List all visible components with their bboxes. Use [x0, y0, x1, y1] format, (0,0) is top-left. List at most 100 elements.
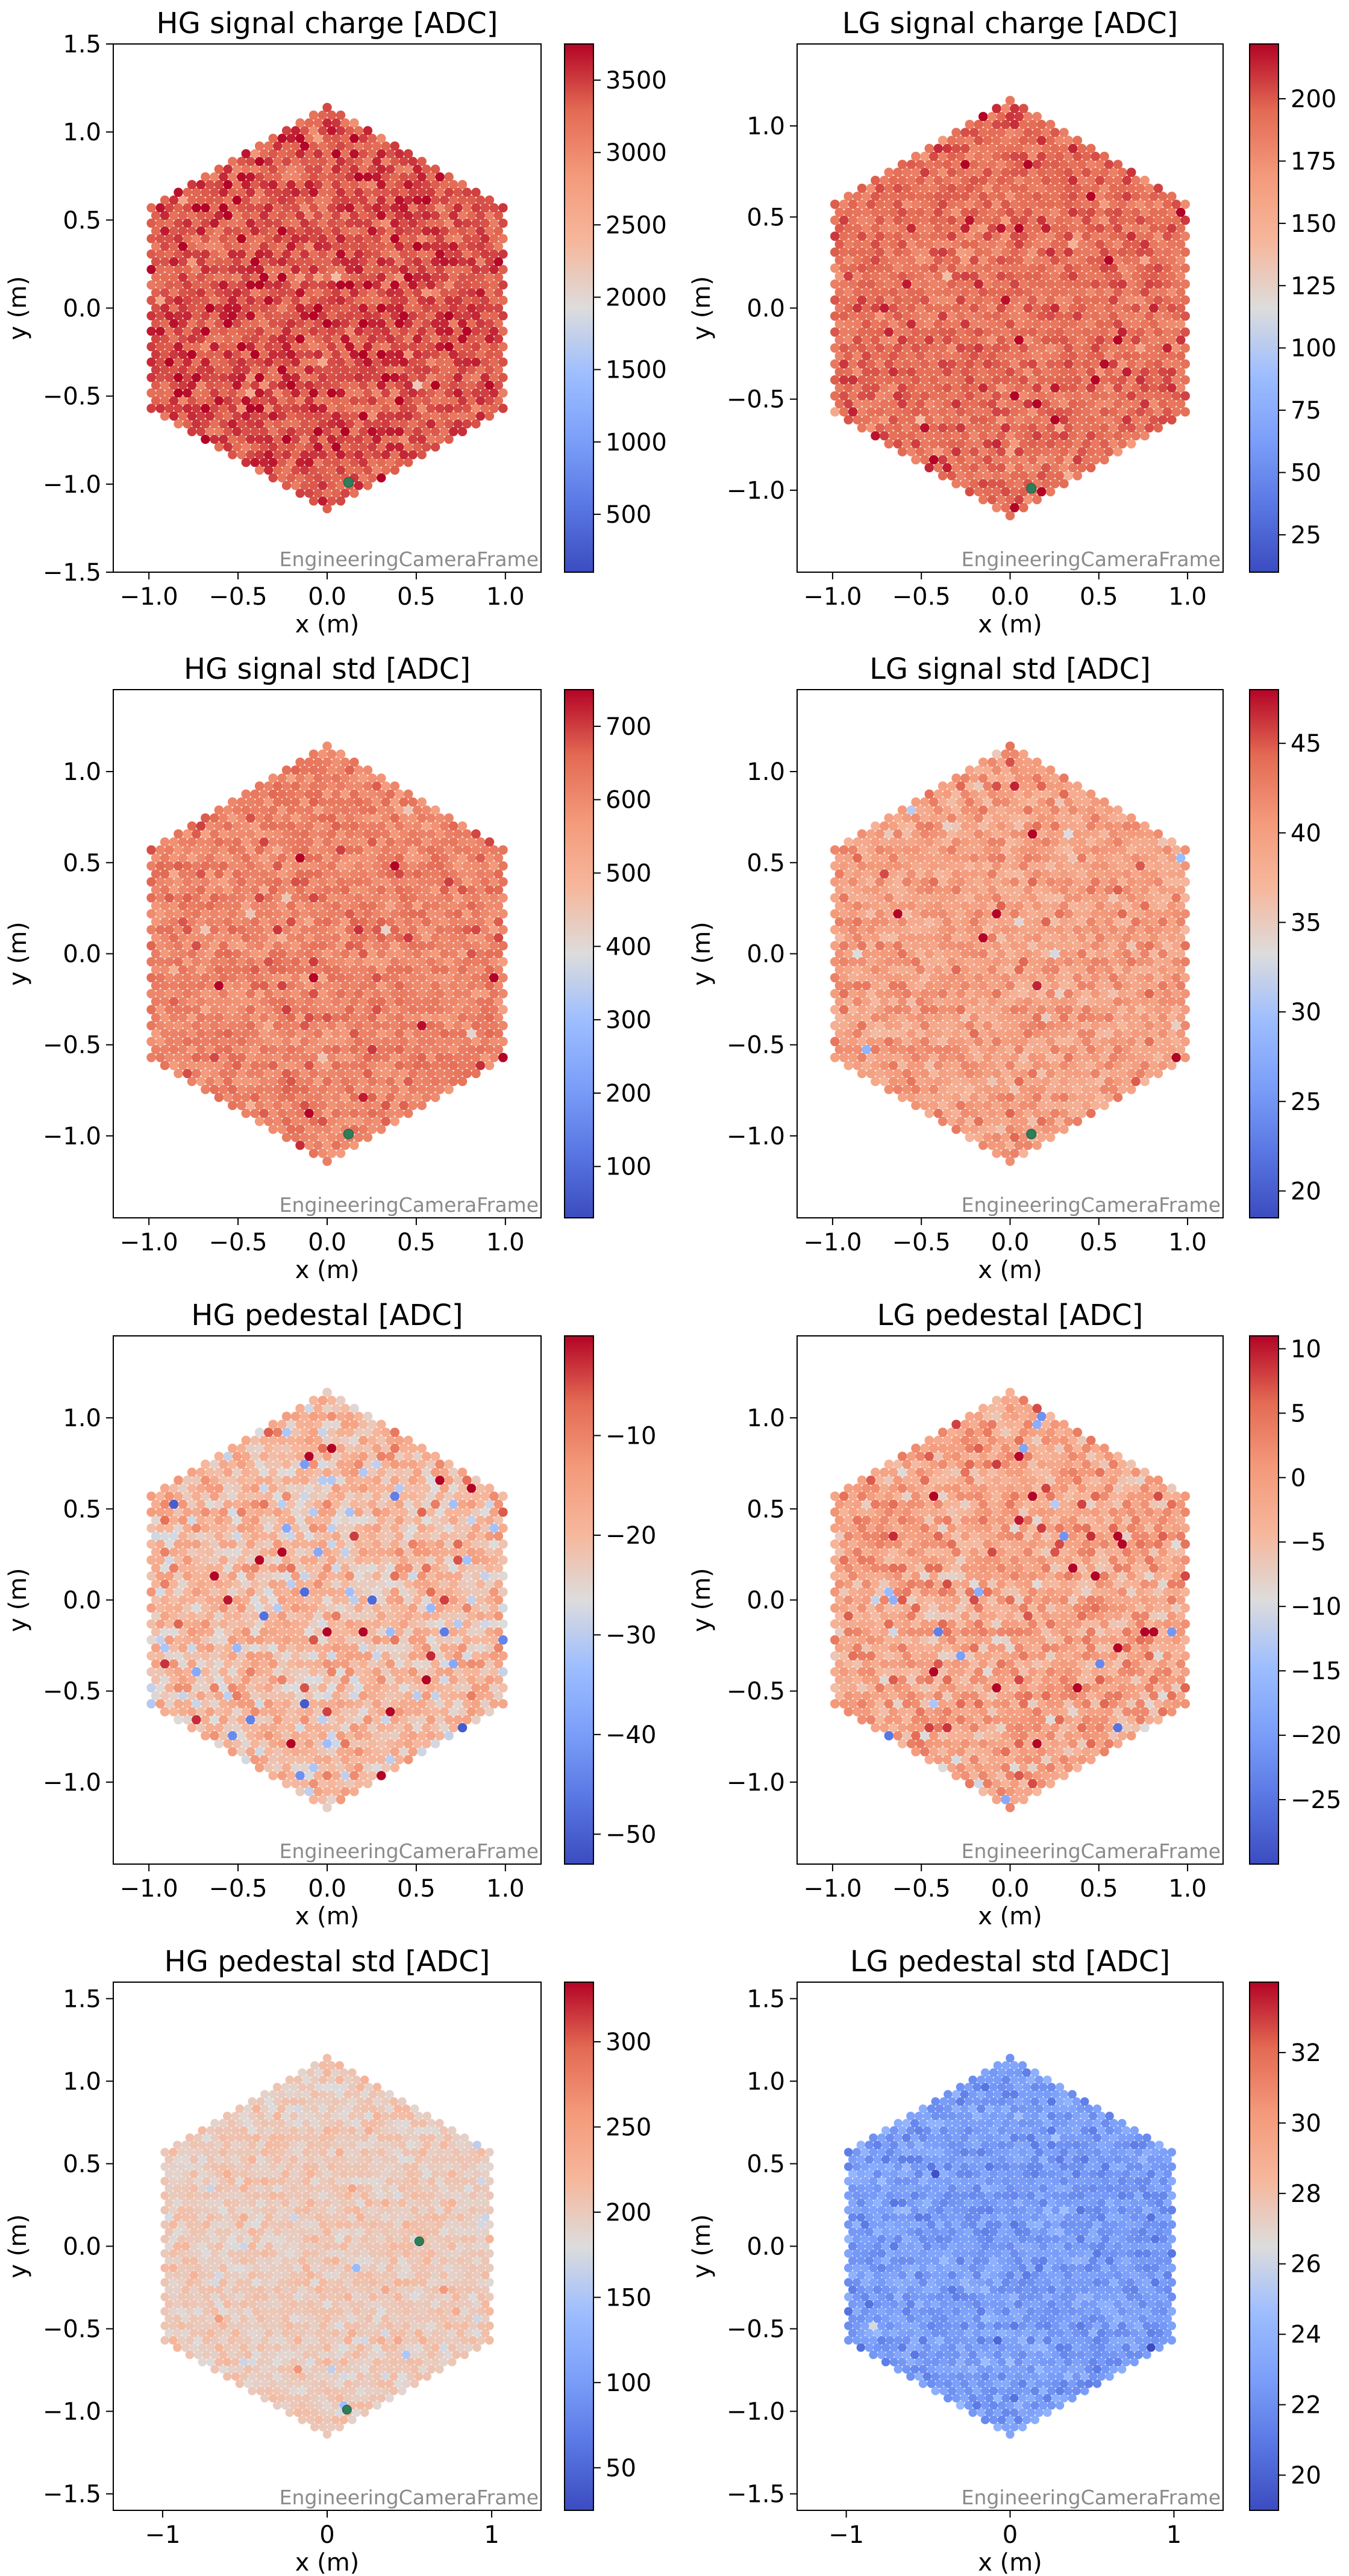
camera-pixel — [1045, 136, 1056, 145]
camera-pixel — [299, 765, 310, 775]
camera-pixel — [462, 311, 472, 320]
camera-pixel — [331, 901, 341, 911]
camera-pixel — [484, 303, 495, 313]
camera-pixel — [386, 257, 395, 267]
camera-pixel — [1045, 391, 1056, 401]
camera-pixel — [281, 1005, 292, 1015]
camera-pixel — [1050, 287, 1060, 297]
camera-pixel — [1001, 199, 1010, 210]
camera-pixel — [254, 829, 264, 839]
camera-pixel — [1019, 279, 1028, 289]
camera-pixel — [345, 989, 355, 999]
camera-pixel — [264, 465, 274, 475]
camera-pixel — [327, 1100, 337, 1111]
camera-pixel — [1158, 255, 1168, 265]
camera-pixel — [937, 311, 948, 321]
camera-pixel — [295, 1012, 305, 1023]
camera-pixel — [462, 893, 472, 903]
camera-pixel — [1032, 239, 1042, 249]
camera-pixel — [920, 263, 930, 273]
camera-pixel — [210, 1085, 219, 1094]
camera-pixel — [920, 183, 930, 193]
camera-pixel — [322, 1061, 332, 1070]
camera-pixel — [183, 249, 192, 259]
camera-pixel — [453, 280, 463, 290]
camera-pixel — [457, 257, 468, 267]
camera-pixel — [237, 373, 246, 382]
camera-pixel — [295, 303, 305, 313]
camera-pixel — [1077, 303, 1087, 313]
camera-pixel — [408, 218, 418, 228]
camera-pixel — [241, 901, 251, 911]
camera-pixel — [322, 179, 332, 190]
camera-pixel — [408, 373, 418, 382]
camera-pixel — [349, 1140, 359, 1150]
camera-pixel — [1086, 447, 1096, 457]
camera-pixel — [983, 487, 992, 497]
camera-pixel — [174, 845, 183, 855]
camera-pixel — [974, 119, 984, 129]
camera-pixel — [956, 407, 966, 417]
camera-pixel — [349, 757, 359, 767]
camera-pixel — [951, 1124, 961, 1134]
x-tick-label: −1.0 — [120, 583, 178, 611]
camera-pixel — [322, 1124, 332, 1134]
camera-pixel — [475, 288, 486, 298]
camera-pixel — [439, 179, 449, 190]
camera-pixel — [444, 357, 454, 367]
camera-pixel — [354, 781, 364, 791]
camera-pixel — [466, 1044, 477, 1055]
camera-pixel — [947, 359, 957, 369]
camera-pixel — [381, 1053, 391, 1062]
camera-pixel — [947, 375, 957, 385]
camera-pixel — [281, 141, 292, 151]
camera-pixel — [884, 199, 894, 210]
camera-pixel — [1032, 175, 1042, 186]
camera-pixel — [471, 326, 481, 336]
camera-pixel — [1118, 327, 1127, 337]
camera-pixel — [259, 869, 269, 879]
camera-pixel — [880, 319, 889, 329]
camera-pixel — [183, 829, 192, 839]
camera-pixel — [475, 1012, 486, 1023]
camera-pixel — [372, 388, 381, 398]
camera-pixel — [210, 326, 219, 336]
camera-pixel — [345, 909, 355, 918]
camera-pixel — [942, 255, 952, 265]
camera-pixel — [205, 965, 215, 975]
camera-pixel — [902, 327, 912, 337]
camera-pixel — [480, 957, 490, 967]
camera-pixel — [254, 1005, 264, 1015]
camera-pixel — [853, 415, 862, 425]
camera-pixel — [390, 781, 400, 791]
camera-pixel — [286, 458, 296, 467]
camera-pixel — [345, 450, 355, 460]
camera-pixel — [1032, 143, 1042, 154]
camera-pixel — [920, 311, 930, 321]
camera-pixel — [484, 997, 495, 1006]
camera-pixel — [430, 965, 440, 975]
camera-pixel — [192, 893, 201, 903]
camera-pixel — [1050, 431, 1060, 441]
camera-pixel — [228, 1021, 237, 1031]
camera-pixel — [489, 341, 499, 352]
camera-pixel — [336, 341, 346, 352]
camera-pixel — [844, 192, 853, 201]
camera-pixel — [1081, 231, 1091, 242]
camera-pixel — [246, 373, 255, 382]
camera-pixel — [1068, 463, 1078, 473]
camera-pixel — [1113, 399, 1123, 409]
camera-pixel — [169, 195, 179, 205]
camera-pixel — [1180, 295, 1190, 305]
camera-pixel — [1118, 231, 1127, 242]
camera-pixel — [290, 845, 301, 855]
camera-pixel — [408, 404, 418, 413]
camera-pixel — [1005, 287, 1015, 297]
camera-pixel — [336, 187, 346, 197]
camera-pixel — [219, 404, 228, 413]
camera-pixel — [246, 893, 255, 903]
camera-pixel — [272, 957, 283, 967]
camera-pixel — [498, 326, 508, 336]
camera-pixel — [322, 288, 332, 298]
camera-pixel — [933, 255, 944, 265]
